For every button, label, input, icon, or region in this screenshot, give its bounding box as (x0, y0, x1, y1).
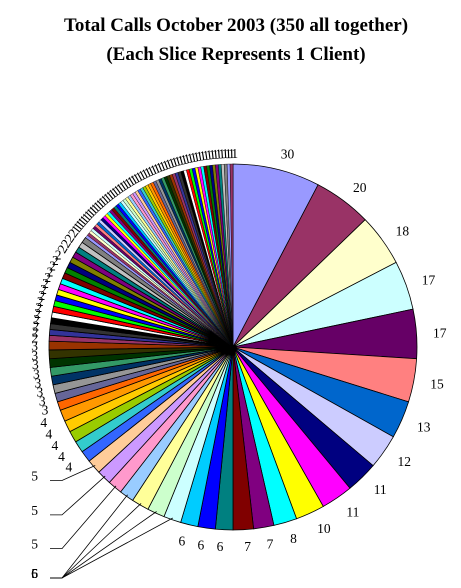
slice-value-label: 5 (31, 566, 38, 581)
pie-slice (229, 163, 234, 348)
slice-labels: 3020181717151312111110877666666555544444… (31, 146, 447, 581)
slice-value-label: 8 (290, 531, 297, 546)
slice-value-label: 1 (215, 146, 223, 162)
slice-value-label: 6 (197, 537, 204, 552)
slice-value-label: 1 (157, 158, 169, 174)
slice-value-label: 2 (32, 318, 39, 333)
slice-value-label: 1 (185, 150, 195, 166)
chart-subtitle: (Each Slice Represents 1 Client) (106, 44, 365, 65)
slice-value-label: 2 (42, 276, 49, 291)
slice-value-label: 2 (47, 264, 54, 279)
slice-value-label: 3 (35, 376, 42, 391)
slice-value-label: 6 (31, 566, 38, 581)
slice-value-label: 4 (51, 438, 58, 453)
slice-value-label: 5 (31, 503, 38, 518)
slice-value-label: 6 (31, 566, 38, 581)
slice-value-label: 2 (35, 300, 42, 315)
chart-title: Total Calls October 2003 (350 all togeth… (64, 15, 408, 36)
slice-value-label: 1 (218, 146, 226, 161)
slice-value-label: 2 (40, 282, 47, 297)
slice-value-label: 3 (42, 403, 49, 418)
slice-value-label: 1 (208, 147, 217, 163)
slice-value-label: 2 (34, 306, 41, 321)
slice-value-label: 1 (169, 154, 180, 170)
slice-value-label: 6 (31, 566, 38, 581)
slice-value-label: 1 (231, 146, 238, 161)
slice-value-label: 11 (346, 505, 359, 520)
slice-value-label: 2 (55, 248, 62, 263)
slice-value-label: 2 (38, 288, 45, 303)
slice-value-label: 3 (31, 348, 38, 363)
slice-value-label: 3 (31, 338, 38, 353)
slice-value-label: 3 (33, 366, 40, 381)
slice-value-label: 1 (163, 156, 174, 172)
slice-value-label: 1 (195, 148, 204, 164)
slice-value-label: 12 (398, 454, 412, 469)
slice-value-label: 1 (166, 155, 177, 171)
slice-value-label: 1 (205, 147, 214, 163)
slice-value-label: 10 (317, 521, 331, 536)
slice-value-label: 1 (154, 159, 166, 175)
slice-value-label: 15 (430, 377, 444, 392)
label-leader-line (50, 494, 128, 579)
label-leader-line (50, 511, 157, 579)
slice-value-label: 3 (39, 394, 46, 409)
slice-value-label: 17 (422, 273, 436, 288)
label-leader-line (50, 517, 173, 579)
slice-value-label: 5 (31, 537, 38, 552)
slice-value-label: 2 (52, 253, 59, 268)
slice-value-label: 18 (396, 223, 410, 238)
pie-slices (48, 163, 418, 531)
slice-value-label: 1 (221, 146, 229, 161)
slice-value-label: 11 (374, 482, 387, 497)
slice-value-label: 1 (228, 146, 235, 161)
slice-value-label: 1 (198, 148, 207, 164)
slice-value-label: 5 (31, 469, 38, 484)
label-leader-line (50, 503, 142, 579)
slice-value-label: 2 (31, 331, 38, 346)
slice-value-label: 1 (172, 153, 183, 169)
slice-value-label: 7 (267, 537, 274, 552)
label-leader-line (50, 475, 106, 516)
slice-value-label: 1 (179, 151, 189, 167)
slice-value-label: 17 (433, 326, 447, 341)
slice-value-label: 1 (182, 151, 192, 167)
slice-value-label: 13 (417, 419, 431, 434)
label-leader-line (50, 465, 96, 481)
slice-value-label: 6 (178, 534, 185, 549)
slice-value-label: 3 (32, 357, 39, 372)
slice-value-label: 7 (244, 539, 251, 554)
slice-value-label: 30 (281, 146, 295, 161)
slice-value-label: 1 (192, 149, 202, 165)
slice-value-label: 2 (49, 259, 56, 274)
slice-value-label: 20 (353, 180, 367, 195)
slice-value-label: 1 (160, 157, 172, 173)
slice-value-label: 4 (40, 415, 47, 430)
slice-value-label: 1 (189, 149, 199, 165)
slice-value-label: 6 (217, 539, 224, 554)
slice-value-label: 4 (66, 459, 73, 474)
slice-value-label: 3 (36, 385, 43, 400)
slice-value-label: 1 (211, 146, 219, 162)
slice-value-label: 4 (58, 449, 65, 464)
slice-value-label: 1 (225, 146, 232, 161)
slice-value-label: 1 (176, 152, 187, 168)
slice-value-label: 2 (44, 270, 51, 285)
slice-value-label: 2 (32, 325, 39, 340)
label-leader-line (50, 485, 117, 549)
slice-value-label: 1 (202, 147, 211, 163)
slice-value-label: 4 (46, 427, 53, 442)
slice-value-label: 2 (37, 294, 44, 309)
slice-value-label: 2 (33, 312, 40, 327)
